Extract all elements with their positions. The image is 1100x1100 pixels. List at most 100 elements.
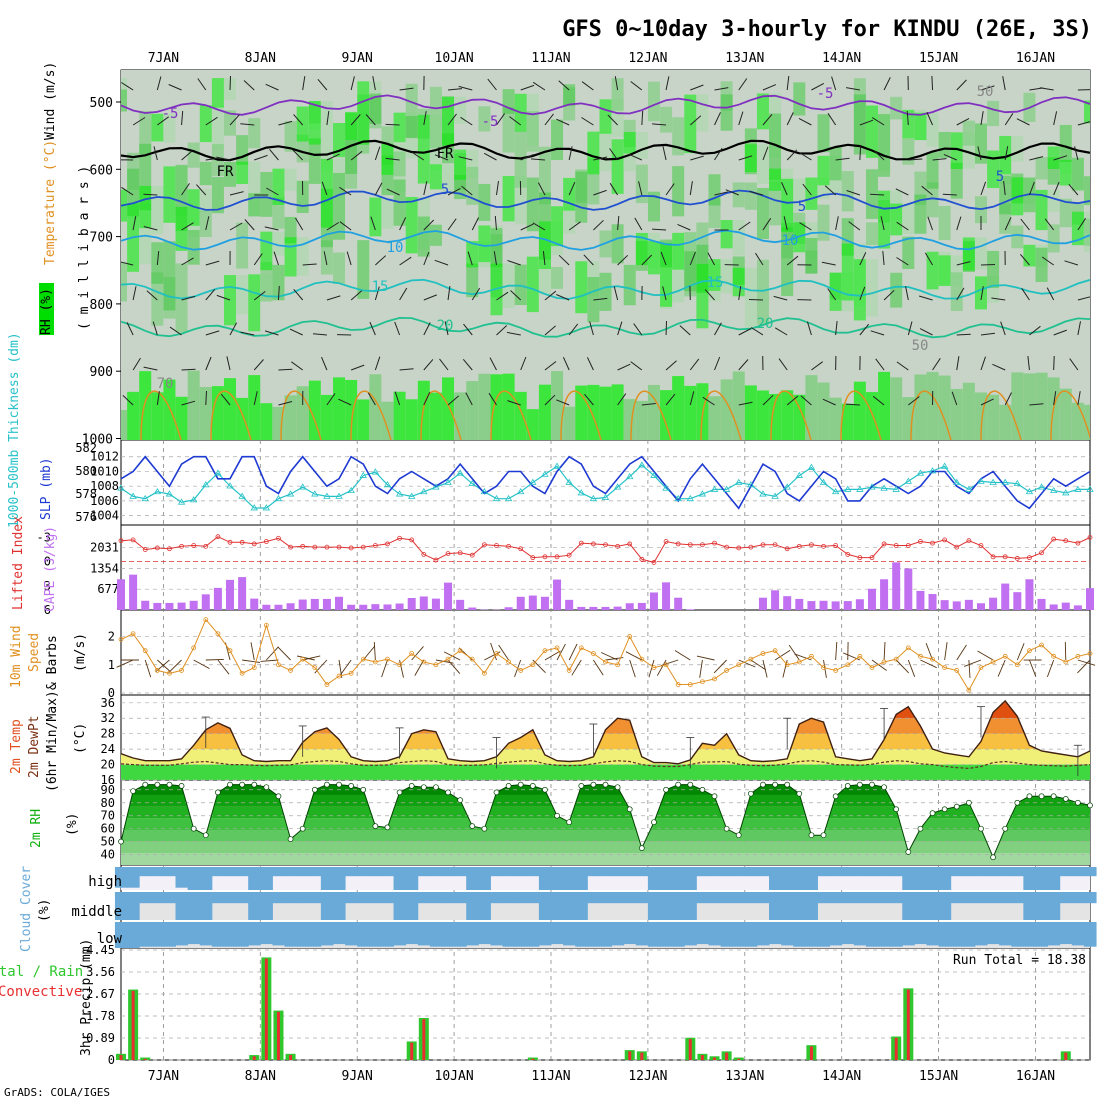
cloud-cell — [1059, 892, 1073, 904]
wind-barb — [617, 363, 631, 371]
cloud-cell — [538, 867, 552, 890]
precip-conv-bar — [725, 1052, 729, 1060]
rh-cell — [272, 197, 285, 229]
cloud-cell — [502, 867, 516, 877]
wind-barb — [423, 111, 427, 126]
rh-cell — [769, 113, 782, 181]
rh-point — [626, 806, 633, 813]
wind-barb-10m — [381, 659, 388, 678]
rh-cell-low — [551, 371, 564, 440]
wind-barb-10m — [895, 659, 910, 674]
cloud-cell — [841, 867, 855, 877]
cloud-cell — [660, 922, 673, 947]
wind-barb — [520, 84, 535, 91]
wind-speed-point — [118, 636, 124, 642]
cloud-cell — [890, 922, 903, 947]
wind-barb-10m — [362, 645, 376, 661]
rh-cell — [466, 166, 479, 205]
thickness-point — [165, 490, 174, 497]
cloud-cell — [805, 922, 818, 947]
rh-cell — [393, 151, 406, 177]
rh-cell — [320, 158, 333, 228]
rh-cell — [151, 113, 164, 142]
wind-barb — [977, 146, 982, 161]
precip-conv-bar — [700, 1055, 704, 1060]
cloud-cell — [1083, 892, 1097, 904]
thickness-point — [1013, 479, 1022, 487]
cloud-cell — [987, 867, 1000, 877]
cloud-cell — [890, 892, 903, 904]
rh-cell — [926, 182, 939, 218]
wind-speed-point — [433, 662, 439, 668]
rh-cell — [623, 264, 636, 306]
rh-cell-low — [708, 396, 721, 440]
wind-speed-point — [627, 634, 633, 639]
wind-speed-point — [421, 659, 427, 665]
wind-barb — [738, 401, 753, 406]
rh-cell — [121, 89, 127, 112]
temp-unit-label: (°C) — [73, 723, 88, 754]
thickness-point — [965, 485, 973, 492]
cloud-cell — [308, 922, 322, 947]
cape-bar — [201, 594, 210, 610]
cloud-cell — [962, 922, 976, 947]
wind-speed-point — [554, 645, 560, 651]
rh-cell — [647, 191, 660, 222]
wind-barb — [932, 358, 941, 371]
wind-barb — [660, 251, 667, 266]
cape-bar — [468, 607, 477, 610]
rh-cell-low — [587, 384, 600, 440]
temp-tick: 32 — [101, 711, 115, 725]
cloud-panel — [114, 867, 1097, 948]
rh-cell-low — [1023, 373, 1036, 440]
rh-cell — [890, 203, 903, 236]
li-point — [372, 543, 378, 548]
wind-barb — [399, 87, 414, 91]
wind-barb — [240, 123, 255, 126]
thickness-point — [323, 492, 331, 499]
wind-barb — [487, 78, 497, 91]
cloud-cell — [623, 867, 637, 877]
thickness-point — [202, 481, 210, 488]
rh-point — [844, 783, 851, 789]
wind-barb — [181, 400, 196, 406]
cape-bar — [117, 579, 125, 610]
wind-barb — [1021, 288, 1030, 301]
wind-barb — [556, 294, 570, 301]
rh-cell — [635, 232, 648, 266]
wind-barb — [510, 290, 522, 301]
rh-cell-low — [817, 382, 830, 440]
wind-barb-10m — [217, 659, 230, 675]
precip-conv-bar — [289, 1055, 293, 1060]
cloud-cell — [236, 922, 249, 947]
cape-bar — [940, 600, 949, 610]
thickness-point — [807, 463, 816, 470]
rh-cell — [781, 227, 794, 297]
rh-point — [348, 783, 354, 789]
wind-speed-point — [191, 645, 197, 651]
rh-label: RH (%) — [39, 288, 54, 335]
precip-conv-bar — [737, 1058, 741, 1060]
rh-cell — [551, 206, 564, 247]
wind-barbs-label: & Barbs — [45, 635, 60, 690]
rh-cell — [817, 155, 830, 186]
wind-barb — [1053, 391, 1057, 406]
wind-barb — [714, 322, 722, 336]
cloud-cell — [829, 867, 843, 877]
wind-barb — [956, 216, 962, 231]
wind-barb — [339, 221, 352, 231]
wind-speed-point — [663, 662, 669, 668]
wind-barb — [143, 193, 158, 196]
cloud-cell — [526, 892, 540, 904]
cloud-cell — [914, 892, 927, 920]
rh-point — [554, 812, 560, 819]
cape-bar — [1037, 598, 1046, 610]
rh-cell — [1071, 211, 1084, 246]
cloud-cell — [454, 867, 467, 877]
rh-cell — [647, 81, 660, 122]
rh-cell — [1084, 218, 1090, 246]
rh-cell — [938, 255, 951, 287]
li-point — [748, 544, 754, 550]
wind-barb — [374, 182, 383, 196]
